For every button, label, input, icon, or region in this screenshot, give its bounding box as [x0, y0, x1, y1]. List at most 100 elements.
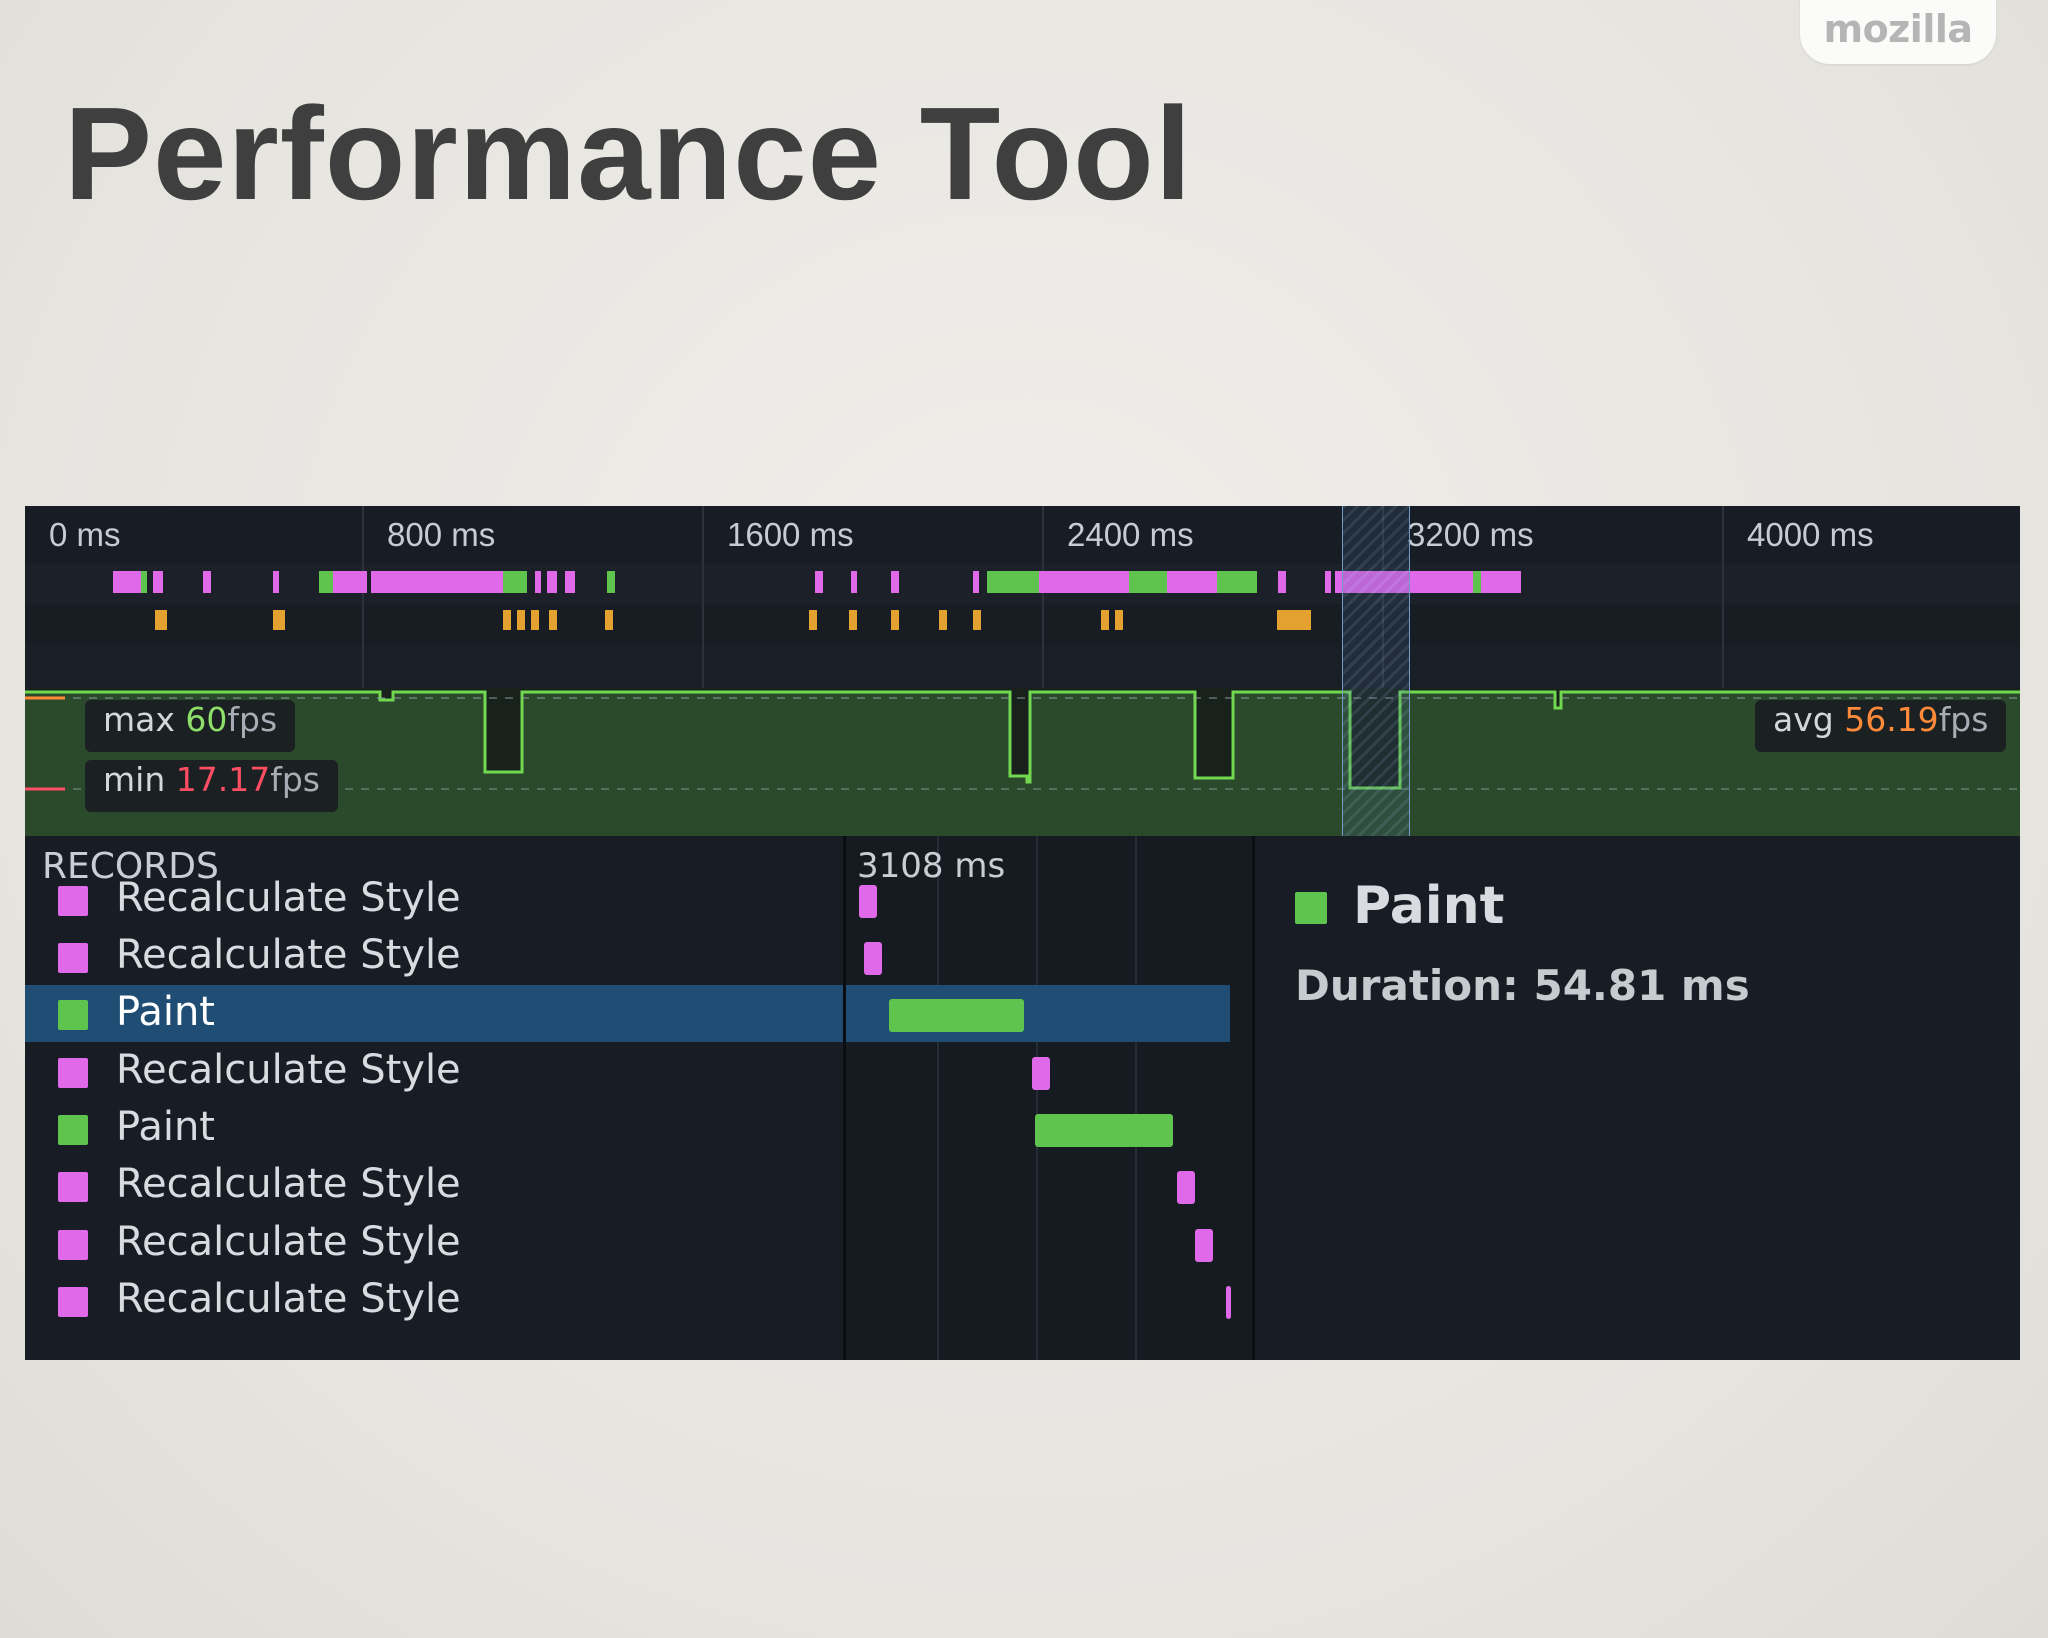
overview-gc-marker — [891, 610, 899, 630]
overview-paint-marker — [987, 571, 1039, 593]
record-row[interactable]: Recalculate Style — [25, 928, 843, 985]
style-swatch-icon — [58, 886, 88, 916]
details-duration: Duration: 54.81 ms — [1295, 961, 1750, 1010]
overview-tick-label: 800 ms — [387, 516, 496, 553]
paint-swatch-icon — [58, 1000, 88, 1030]
overview-paint-marker — [503, 571, 527, 593]
overview-style-marker — [851, 571, 857, 593]
record-row[interactable]: Recalculate Style — [25, 1157, 843, 1214]
overview-style-marker — [565, 571, 575, 593]
style-swatch-icon — [58, 1230, 88, 1260]
record-row[interactable]: Paint — [25, 985, 843, 1042]
fps-area — [25, 692, 2020, 836]
overview-paint-marker — [1473, 571, 1481, 593]
waterfall-time-label: 3108 ms — [857, 846, 1006, 886]
slide-title: Performance Tool — [64, 80, 1193, 227]
waterfall-gridline — [937, 836, 939, 1360]
overview-gc-marker — [849, 610, 857, 630]
waterfall-row[interactable] — [846, 1215, 1230, 1272]
waterfall-row[interactable] — [846, 1272, 1231, 1329]
record-label: Recalculate Style — [116, 875, 461, 921]
fps-max-box: max 60fps — [85, 700, 296, 752]
overview-style-marker — [273, 571, 279, 593]
waterfall-row[interactable] — [846, 871, 1230, 928]
waterfall-row[interactable] — [846, 1100, 1230, 1157]
style-swatch-icon — [58, 1287, 88, 1317]
fps-line — [25, 690, 2020, 790]
record-row[interactable]: Recalculate Style — [25, 1043, 843, 1100]
overview-gc-marker — [549, 610, 557, 630]
fps-chart — [25, 690, 2020, 836]
overview-tick-label: 3200 ms — [1407, 516, 1534, 553]
overview-style-marker — [1039, 571, 1129, 593]
overview-gc-marker — [809, 610, 817, 630]
mozilla-logo: mozilla — [1800, 0, 1996, 64]
waterfall-bar — [864, 942, 882, 975]
overview-gc-marker — [503, 610, 511, 630]
overview-paint-marker — [1129, 571, 1167, 593]
overview-divider — [1722, 506, 1724, 688]
overview-style-marker — [547, 571, 557, 593]
record-row[interactable]: Recalculate Style — [25, 1272, 843, 1329]
overview-gc-marker — [517, 610, 525, 630]
overview-selection[interactable] — [1342, 506, 1410, 836]
overview-gc-marker — [273, 610, 285, 630]
waterfall-gridline — [1036, 836, 1038, 1360]
waterfall-row[interactable] — [846, 1043, 1230, 1100]
paint-swatch-icon — [58, 1115, 88, 1145]
overview-style-marker — [363, 571, 367, 593]
waterfall-row[interactable] — [846, 928, 1230, 985]
overview-gc-marker — [155, 610, 167, 630]
overview-style-marker — [153, 571, 163, 593]
overview-tick-label: 4000 ms — [1747, 516, 1874, 553]
record-label: Recalculate Style — [116, 1161, 461, 1207]
overview-style-marker — [1507, 571, 1521, 593]
overview-gc-marker — [1277, 610, 1311, 630]
record-row[interactable]: Recalculate Style — [25, 1215, 843, 1272]
details-title: Paint — [1353, 876, 1505, 936]
record-label: Recalculate Style — [116, 1276, 461, 1322]
overview-paint-marker — [141, 571, 147, 593]
overview-paint-marker — [607, 571, 615, 593]
overview-style-marker — [113, 571, 141, 593]
waterfall-row[interactable] — [846, 985, 1230, 1042]
overview-style-marker — [203, 571, 211, 593]
overview-gc-marker — [939, 610, 947, 630]
overview-style-marker — [535, 571, 541, 593]
paint-swatch-icon — [1295, 892, 1327, 924]
overview-paint-marker — [319, 571, 333, 593]
overview-timeline[interactable]: 0 ms 800 ms 1600 ms 2400 ms 3200 ms 4000… — [25, 506, 2020, 688]
overview-gc-marker — [973, 610, 981, 630]
overview-style-marker — [1278, 571, 1286, 593]
record-details: Paint Duration: 54.81 ms — [1255, 836, 2020, 1360]
performance-panel: 0 ms 800 ms 1600 ms 2400 ms 3200 ms 4000… — [25, 506, 2020, 1360]
overview-gc-marker — [531, 610, 539, 630]
record-label: Recalculate Style — [116, 1047, 461, 1093]
record-label: Recalculate Style — [116, 932, 461, 978]
overview-divider — [1042, 506, 1044, 688]
overview-divider — [702, 506, 704, 688]
fps-graph: max 60fps min 17.17fps avg 56.19fps — [25, 688, 2020, 836]
waterfall-row[interactable] — [846, 1157, 1230, 1214]
overview-style-marker — [815, 571, 823, 593]
waterfall-bar — [1035, 1114, 1173, 1147]
record-row[interactable]: Paint — [25, 1100, 843, 1157]
style-swatch-icon — [58, 1172, 88, 1202]
overview-style-marker — [891, 571, 899, 593]
overview-style-marker — [1357, 571, 1507, 593]
record-label: Paint — [116, 1104, 215, 1150]
overview-tick-label: 2400 ms — [1067, 516, 1194, 553]
overview-gc-marker — [1101, 610, 1109, 630]
overview-divider — [1382, 506, 1384, 688]
overview-style-marker — [1325, 571, 1331, 593]
waterfall-bar — [1195, 1229, 1213, 1262]
waterfall: 3108 ms — [843, 836, 1255, 1360]
overview-divider — [362, 506, 364, 688]
waterfall-bar — [859, 885, 877, 918]
overview-style-marker — [973, 571, 979, 593]
overview-style-marker — [1167, 571, 1217, 593]
record-label: Paint — [116, 989, 215, 1035]
waterfall-bar — [1177, 1171, 1195, 1204]
style-swatch-icon — [58, 943, 88, 973]
record-row[interactable]: Recalculate Style — [25, 871, 843, 928]
